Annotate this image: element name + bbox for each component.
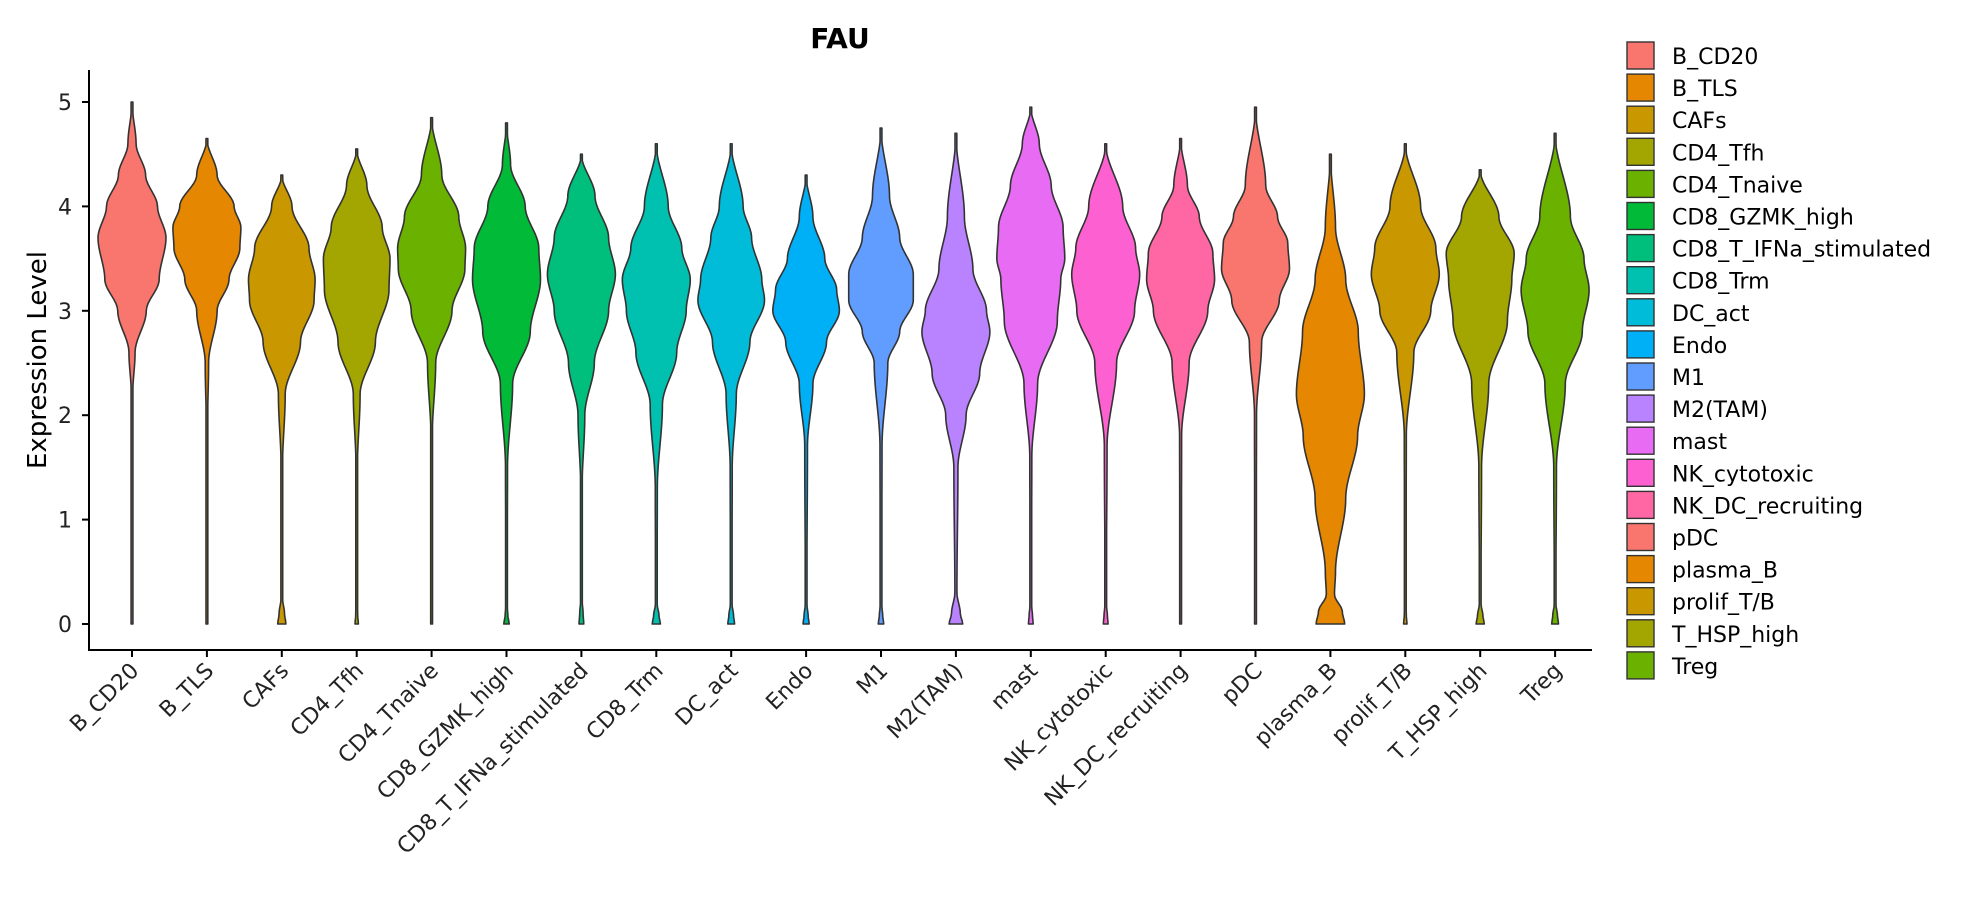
- y-tick-label: 3: [58, 300, 72, 325]
- chart-title: FAU: [810, 22, 869, 55]
- x-tick-label: M2(TAM): [883, 659, 968, 744]
- legend-label: Endo: [1672, 334, 1727, 359]
- legend-swatch: [1626, 169, 1655, 199]
- legend-label: CD8_T_IFNa_stimulated: [1672, 238, 1931, 263]
- legend-swatch: [1626, 362, 1655, 391]
- legend-swatch: [1626, 73, 1655, 102]
- violin-M2(TAM): [921, 132, 991, 625]
- legend-swatch: [1626, 201, 1655, 231]
- violin-NK_cytotoxic: [1070, 142, 1141, 625]
- legend-swatch: [1626, 458, 1655, 487]
- x-tick-label: CD8_Trm: [582, 659, 669, 746]
- violin-M1: [847, 127, 915, 625]
- legend-label: B_TLS: [1672, 77, 1738, 102]
- legend-swatch: [1626, 587, 1655, 616]
- x-tick-label: pDC: [1217, 659, 1267, 709]
- legend-swatch: [1626, 41, 1655, 70]
- x-tick-label: Endo: [762, 659, 819, 716]
- legend-swatch: [1626, 522, 1655, 552]
- violin-NK_DC_recruiting: [1145, 137, 1216, 625]
- legend-swatch: [1626, 298, 1655, 327]
- violin-Treg: [1520, 132, 1590, 625]
- y-tick-label: 4: [58, 195, 72, 220]
- x-tick-label: Treg: [1516, 659, 1567, 710]
- violin-CD8_Trm: [621, 142, 692, 625]
- violin-Endo: [772, 174, 841, 625]
- legend-swatch: [1626, 426, 1655, 455]
- violin-plasma_B: [1295, 153, 1366, 625]
- legend-label: T_HSP_high: [1671, 623, 1799, 648]
- violin-DC_act: [697, 142, 766, 625]
- y-tick-label: 0: [58, 613, 72, 638]
- legend-swatch: [1626, 330, 1655, 359]
- legend: B_CD20 B_TLS CAFs CD4_Tfh CD4_Tnaive CD8_GZMK…: [1626, 41, 1931, 680]
- legend-label: NK_cytotoxic: [1672, 462, 1814, 487]
- violin-mast: [996, 106, 1066, 625]
- violin-CD8_T_IFNa_stimulated: [546, 153, 617, 625]
- y-tick-label: 2: [58, 404, 72, 429]
- legend-swatch: [1626, 137, 1655, 167]
- violins: [97, 101, 1590, 625]
- x-tick-label: B_CD20: [65, 659, 144, 738]
- legend-label: mast: [1672, 430, 1727, 455]
- legend-swatch: [1626, 266, 1655, 295]
- violin-CD4_Tnaive: [396, 116, 467, 625]
- violin-prolif_T/B: [1370, 142, 1441, 625]
- violin-CD4_Tfh: [322, 148, 391, 625]
- legend-label: B_CD20: [1672, 45, 1758, 70]
- x-tick-label: CD8_GZMK_high: [373, 659, 519, 805]
- y-tick-label: 1: [58, 509, 72, 534]
- y-axis-title: Expression Level: [23, 251, 53, 469]
- x-tick-label: B_TLS: [155, 659, 219, 723]
- x-tick-label: CAFs: [238, 659, 294, 715]
- legend-label: CD4_Tfh: [1672, 141, 1764, 166]
- legend-label: plasma_B: [1672, 559, 1778, 584]
- legend-label: DC_act: [1672, 302, 1750, 327]
- legend-label: Treg: [1671, 655, 1718, 680]
- violin-CAFs: [247, 174, 316, 625]
- x-tick-label: DC_act: [671, 658, 744, 731]
- legend-swatch: [1626, 554, 1655, 584]
- legend-label: CD4_Tnaive: [1672, 173, 1803, 198]
- legend-label: pDC: [1672, 527, 1718, 552]
- legend-label: CAFs: [1672, 109, 1727, 134]
- legend-label: NK_DC_recruiting: [1672, 494, 1863, 519]
- x-tick-label: NK_DC_recruiting: [1040, 659, 1193, 812]
- legend-label: CD8_Trm: [1672, 270, 1770, 295]
- legend-swatch: [1626, 619, 1655, 648]
- legend-swatch: [1626, 651, 1655, 680]
- y-tick-label: 5: [58, 91, 72, 116]
- violin-B_TLS: [172, 137, 242, 625]
- violin-T_HSP_high: [1445, 169, 1515, 625]
- legend-swatch: [1626, 233, 1655, 263]
- violin-CD8_GZMK_high: [471, 122, 542, 625]
- legend-swatch: [1626, 394, 1655, 423]
- violin-pDC: [1220, 106, 1291, 625]
- x-tick-label: mast: [986, 658, 1043, 715]
- legend-label: CD8_GZMK_high: [1672, 206, 1854, 231]
- violin-B_CD20: [97, 101, 167, 625]
- legend-label: M1: [1672, 366, 1705, 391]
- x-tick-label: M1: [852, 659, 893, 700]
- legend-swatch: [1626, 490, 1655, 520]
- axes: [88, 70, 1592, 651]
- legend-label: M2(TAM): [1672, 398, 1768, 423]
- legend-label: prolif_T/B: [1672, 591, 1775, 616]
- legend-swatch: [1626, 105, 1655, 134]
